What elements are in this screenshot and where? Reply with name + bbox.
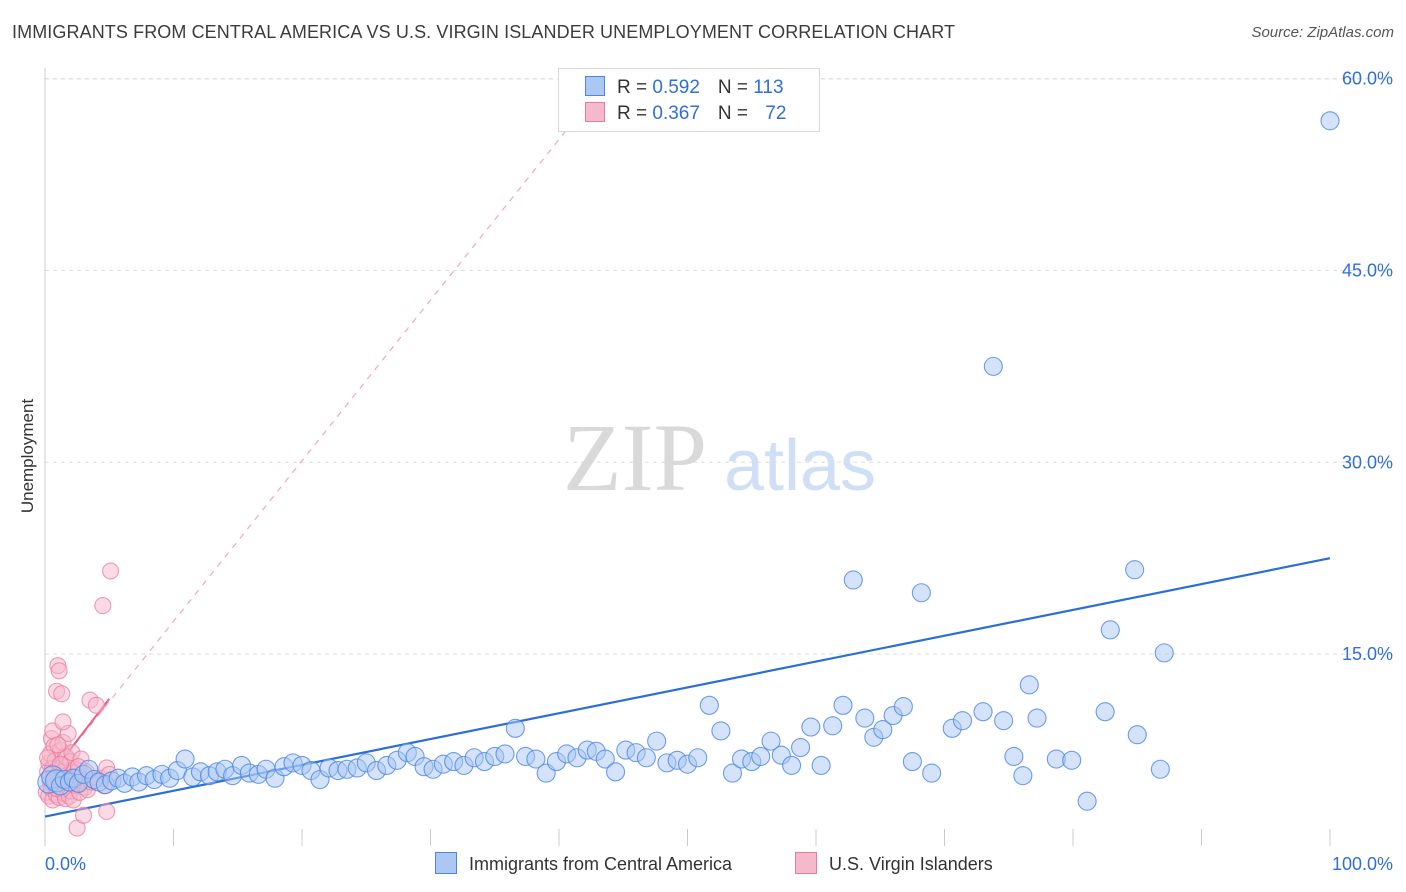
data-point-blue — [595, 749, 615, 769]
data-point-blue — [1019, 675, 1039, 695]
data-point-blue — [711, 721, 731, 741]
data-point-blue — [1100, 620, 1120, 640]
data-point-blue — [175, 749, 195, 769]
data-point-blue — [1077, 791, 1097, 811]
data-point-blue — [1095, 702, 1115, 722]
data-point-blue — [811, 755, 831, 775]
data-point-blue — [699, 695, 719, 715]
legend-swatch-blue — [585, 76, 605, 96]
gridlines — [45, 78, 1392, 655]
data-point-blue — [833, 695, 853, 715]
data-point-blue — [505, 718, 525, 738]
data-point-pink — [98, 802, 116, 821]
data-point-blue — [983, 356, 1003, 376]
data-point-blue — [605, 762, 626, 782]
data-point-blue — [843, 570, 863, 590]
bottom-legend-swatch-blue — [435, 852, 457, 874]
data-point-blue — [761, 731, 781, 751]
watermark: ZIP atlas — [563, 404, 876, 511]
series-central-america — [37, 111, 1340, 811]
bottom-legend-pink: U.S. Virgin Islanders — [795, 852, 993, 876]
bottom-legend-blue: Immigrants from Central America — [435, 852, 732, 876]
y-tick-label: 30.0% — [1342, 452, 1393, 472]
data-point-blue — [526, 749, 546, 769]
data-point-blue — [688, 748, 708, 768]
data-point-blue — [636, 748, 656, 768]
bottom-legend-swatch-pink — [795, 852, 817, 874]
data-point-pink — [50, 662, 68, 680]
data-point-blue — [1004, 746, 1024, 767]
y-tick-label: 45.0% — [1342, 260, 1393, 280]
data-point-blue — [911, 583, 931, 603]
data-point-pink — [54, 713, 72, 731]
bottom-legend-label-blue: Immigrants from Central America — [469, 854, 733, 874]
data-point-blue — [873, 720, 893, 740]
data-point-blue — [973, 702, 993, 722]
legend-n-value: 72 — [765, 103, 787, 124]
x-tick-label: 0.0% — [45, 854, 86, 874]
legend-n-value: 113 — [753, 77, 784, 98]
legend-r-label: R = — [617, 103, 653, 124]
data-point-blue — [791, 737, 811, 758]
axes — [44, 68, 1331, 846]
data-point-blue — [1125, 560, 1145, 580]
legend-swatch-pink — [585, 102, 605, 122]
data-point-blue — [922, 763, 942, 783]
chart-title: IMMIGRANTS FROM CENTRAL AMERICA VS U.S. … — [12, 22, 956, 42]
watermark-atlas: atlas — [724, 426, 876, 506]
data-point-blue — [902, 752, 922, 772]
bottom-legend-label-pink: U.S. Virgin Islanders — [829, 854, 993, 874]
data-point-blue — [1127, 725, 1147, 745]
data-point-blue — [855, 708, 875, 728]
data-point-pink — [53, 685, 71, 703]
legend-r-value: 0.592 — [652, 77, 700, 98]
data-point-blue — [751, 746, 771, 767]
correlation-legend: R = 0.592 N = 113 R = 0.367 N = 72 — [558, 68, 820, 132]
data-point-blue — [952, 711, 973, 731]
data-point-blue — [495, 744, 515, 764]
legend-row-pink: R = 0.367 N = 72 — [585, 102, 786, 126]
legend-n-label: N = — [717, 77, 754, 98]
data-point-blue — [893, 697, 913, 717]
data-point-blue — [1062, 750, 1082, 770]
trend-line-pink-extended — [44, 122, 573, 783]
data-point-pink — [75, 806, 93, 824]
y-tick-label: 15.0% — [1342, 644, 1393, 664]
data-point-blue — [1027, 708, 1047, 728]
data-point-pink — [49, 736, 67, 754]
data-point-blue — [823, 716, 843, 736]
tick-labels: 15.0% 30.0% 45.0% 60.0% 0.0% 100.0% — [45, 69, 1393, 874]
data-point-blue — [722, 763, 743, 783]
legend-r-label: R = — [617, 77, 653, 98]
data-point-blue — [801, 717, 821, 737]
data-point-pink — [94, 596, 112, 615]
data-point-blue — [1154, 643, 1174, 663]
x-tick-label: 100.0% — [1332, 854, 1393, 874]
data-point-blue — [1013, 766, 1033, 786]
data-point-blue — [647, 731, 667, 751]
series-us-virgin-islanders — [37, 562, 120, 837]
data-point-pink — [101, 562, 120, 580]
legend-row-blue: R = 0.592 N = 113 — [585, 76, 784, 100]
data-point-blue — [1320, 111, 1340, 131]
watermark-zip: ZIP — [563, 404, 707, 511]
y-tick-label: 60.0% — [1342, 69, 1393, 89]
legend-r-value: 0.367 — [652, 103, 700, 124]
legend-n-label: N = — [717, 103, 754, 124]
data-point-pink — [87, 696, 105, 714]
data-point-blue — [994, 711, 1014, 731]
data-point-blue — [1150, 759, 1170, 779]
data-point-blue — [782, 755, 802, 775]
source-credit: Source: ZipAtlas.com — [1251, 24, 1394, 41]
